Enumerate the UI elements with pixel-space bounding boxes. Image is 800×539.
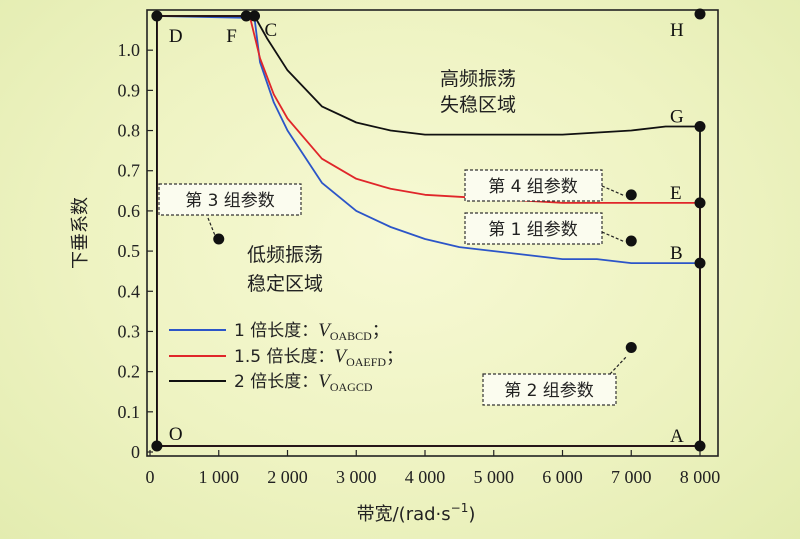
y-tick-label: 0.2: [118, 362, 141, 382]
callout-box: [482, 373, 617, 406]
y-tick-label: 1.0: [118, 40, 141, 60]
labeled-points-layer: O A B E G H C F D: [151, 8, 706, 452]
point-B-label: B: [670, 243, 683, 264]
parameter-group-dot-3: [625, 235, 637, 247]
point-G-label: G: [670, 107, 684, 128]
callout-label: 第 2 组参数: [504, 381, 594, 401]
point-D-dot: [151, 10, 163, 22]
region-high-frequency: 高频振荡 失稳区域: [440, 68, 516, 116]
y-tick-label: 0.5: [118, 241, 141, 261]
x-tick-label: 4 000: [405, 467, 446, 487]
parameter-group-dot-2: [625, 189, 637, 201]
x-tick-label: 8 000: [680, 467, 721, 487]
x-tick-label: 2 000: [267, 467, 308, 487]
callout-leader: [609, 355, 628, 375]
y-tick-label: 0.8: [118, 121, 141, 141]
x-tick-label: 7 000: [611, 467, 652, 487]
callout-label: 第 4 组参数: [488, 177, 578, 197]
point-C-label: C: [265, 20, 278, 41]
callout-box: [464, 212, 603, 245]
point-O-dot: [151, 440, 163, 452]
callout-label: 第 3 组参数: [185, 191, 275, 211]
callout-label: 第 1 组参数: [488, 220, 578, 240]
y-tick-label: 0.7: [118, 161, 141, 181]
point-A-dot: [694, 440, 706, 452]
y-axis: 0 0.1 0.2 0.3 0.4 0.5 0.6 0.7 0.8 0.9 1.0: [118, 40, 153, 462]
callout-box: [464, 169, 603, 202]
legend: 1 倍长度：VOABCD； 1.5 倍长度：VOAEFD； 2 倍长度：VOAG…: [169, 320, 403, 394]
series-layer: [156, 15, 701, 447]
point-H-label: H: [670, 20, 684, 41]
x-axis: 0 1 000 2 000 3 000 4 000 5 000 6 000 7 000 8 00…: [146, 450, 721, 487]
point-F-label: F: [226, 26, 237, 47]
point-C-dot: [249, 10, 260, 22]
x-tick-label: 6 000: [542, 467, 583, 487]
point-E-label: E: [670, 183, 682, 204]
plot-frame: [146, 9, 719, 457]
y-tick-label: 0.6: [118, 201, 141, 221]
callout-group-4: 第 4 组参数: [464, 169, 626, 202]
series-line-1: [156, 15, 701, 447]
point-A-label: A: [670, 426, 684, 447]
x-tick-label: 0: [146, 467, 155, 487]
legend-entry: 1 倍长度：VOABCD；: [234, 320, 389, 343]
callout-box: [158, 183, 302, 216]
y-tick-label: 0.3: [118, 321, 141, 341]
point-G-dot: [694, 121, 706, 133]
series-line-3: [156, 15, 701, 447]
parameter-group-dot-1: [213, 233, 225, 245]
callout-group-1: 第 1 组参数: [464, 212, 626, 245]
point-O-label: O: [169, 424, 183, 445]
x-axis-title: 带宽/(rad·s−1): [357, 501, 476, 525]
y-tick-label: 0: [131, 442, 140, 462]
callout-group-3: 第 3 组参数: [158, 183, 302, 239]
x-tick-label: 1 000: [199, 467, 240, 487]
parameter-dots: [213, 189, 637, 354]
point-F-dot: [240, 10, 252, 22]
point-D-label: D: [169, 26, 183, 47]
region-label-line: 低频振荡: [247, 244, 323, 266]
region-label-line: 失稳区域: [440, 94, 516, 116]
point-H-dot: [694, 8, 706, 20]
callout-leader: [601, 231, 626, 243]
point-E-dot: [694, 197, 706, 209]
series-line-2: [156, 15, 701, 447]
y-axis-title: 下垂系数: [70, 197, 91, 269]
region-low-frequency: 低频振荡 稳定区域: [247, 244, 323, 295]
parameter-group-dot-4: [625, 342, 637, 354]
callout-leader: [601, 185, 626, 197]
y-tick-label: 0.9: [118, 80, 141, 100]
callout-leader: [207, 217, 217, 239]
region-label-line: 高频振荡: [440, 68, 516, 90]
y-tick-label: 0.1: [118, 402, 141, 422]
y-tick-label: 0.4: [118, 281, 141, 301]
region-label-line: 稳定区域: [247, 273, 323, 295]
callout-group-2: 第 2 组参数: [482, 355, 628, 406]
x-tick-label: 5 000: [474, 467, 515, 487]
point-B-dot: [694, 257, 706, 269]
legend-entry: 2 倍长度：VOAGCD: [234, 371, 373, 394]
x-tick-label: 3 000: [336, 467, 377, 487]
legend-entry: 1.5 倍长度：VOAEFD；: [234, 346, 403, 369]
